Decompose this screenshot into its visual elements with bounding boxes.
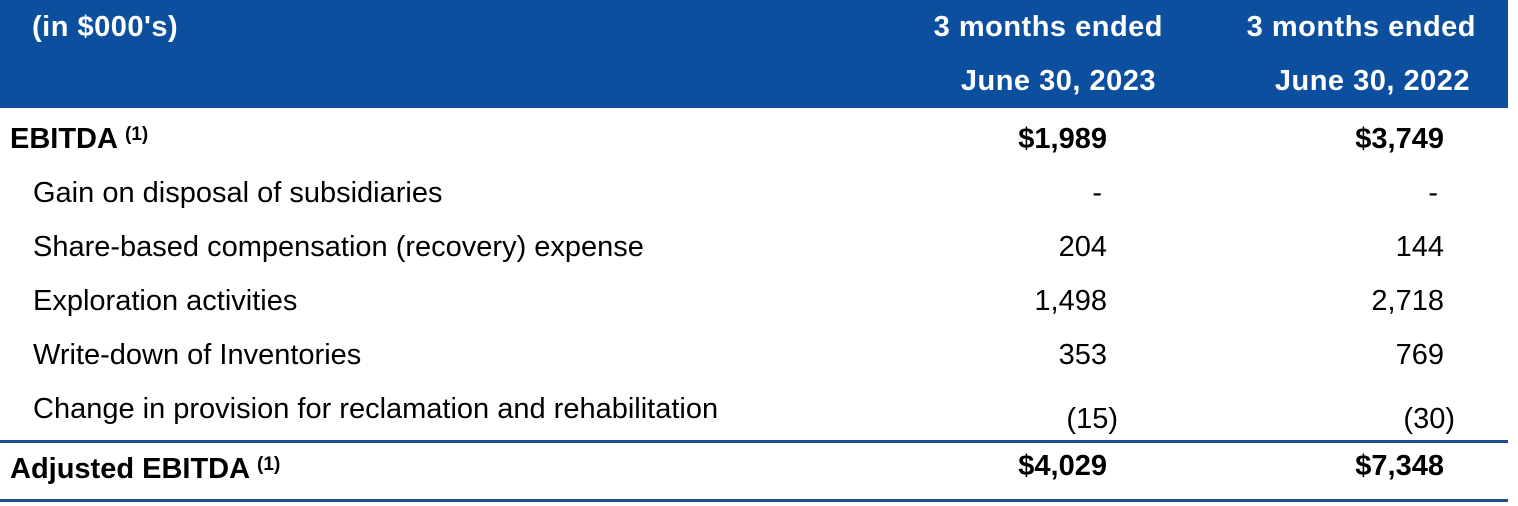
ebitda-2023: $1,989 (1018, 123, 1107, 155)
divider (0, 440, 1508, 443)
footnote-marker: (1) (257, 454, 281, 475)
row-label: Write-down of Inventories (33, 339, 362, 371)
row-value-2022: 144 (1395, 231, 1444, 263)
col1-header-line1: 3 months ended (933, 11, 1163, 43)
row-value-2023: (15) (1066, 403, 1118, 435)
col1-header-line2: June 30, 2023 (960, 65, 1156, 97)
footnote-marker: (1) (124, 124, 149, 145)
row-value-2023: 353 (1058, 339, 1107, 371)
adjusted-ebitda-2023: $4,029 (1018, 450, 1107, 482)
row-value-2023: - (1092, 177, 1102, 209)
col2-header-line1: 3 months ended (1246, 11, 1476, 43)
units-label: (in $000's) (32, 11, 179, 43)
divider (0, 499, 1508, 502)
row-value-2022: 2,718 (1371, 285, 1444, 317)
row-label: Gain on disposal of subsidiaries (33, 177, 443, 209)
row-value-2022: 769 (1395, 339, 1444, 371)
adjusted-ebitda-label: Adjusted EBITDA (1) (10, 452, 280, 486)
ebitda-label-text: EBITDA (10, 123, 117, 155)
row-value-2022: (30) (1403, 403, 1455, 435)
row-value-2023: 204 (1058, 231, 1107, 263)
adjusted-ebitda-label-text: Adjusted EBITDA (10, 453, 249, 485)
row-value-2022: - (1428, 177, 1438, 209)
row-label: Exploration activities (33, 285, 298, 317)
row-label: Change in provision for reclamation and … (33, 393, 719, 425)
table-header (0, 0, 1508, 108)
col2-header-line2: June 30, 2022 (1274, 65, 1470, 97)
row-value-2023: 1,498 (1034, 285, 1107, 317)
ebitda-label: EBITDA (1) (10, 122, 148, 156)
ebitda-2022: $3,749 (1355, 123, 1444, 155)
adjusted-ebitda-2022: $7,348 (1355, 450, 1444, 482)
row-label: Share-based compensation (recovery) expe… (33, 231, 644, 263)
